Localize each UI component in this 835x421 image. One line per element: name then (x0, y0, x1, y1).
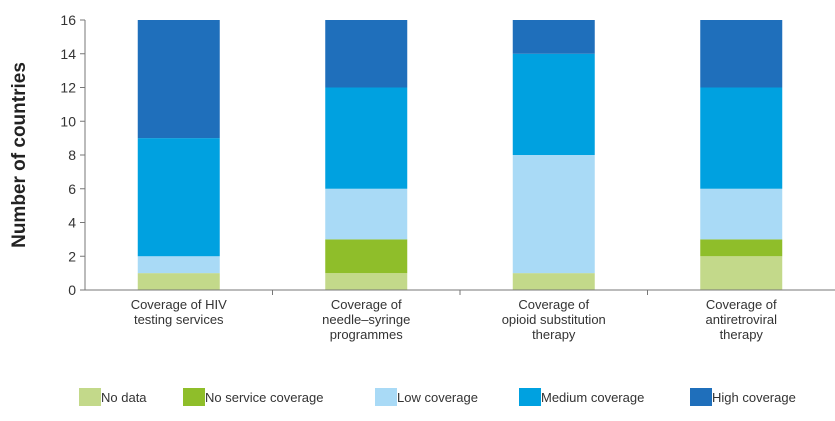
legend: No data No service coverage Low coverage Me… (79, 388, 796, 406)
legend-label: Low coverage (397, 390, 478, 405)
bar-segment (137, 256, 220, 274)
y-tick-label: 6 (68, 181, 76, 197)
bar-segment (512, 20, 595, 54)
y-tick-label: 16 (60, 12, 76, 28)
x-category-label: Coverage of (331, 297, 402, 312)
bar-segment (137, 138, 220, 257)
x-category-label: Coverage of HIV (131, 297, 227, 312)
bar-segment (700, 256, 783, 290)
x-category-label: programmes (330, 327, 403, 342)
x-category-label: therapy (720, 327, 764, 342)
y-tick-label: 8 (68, 147, 76, 163)
y-tick-label: 4 (68, 215, 76, 231)
y-axis: 0 2 4 6 8 10 12 14 16 (60, 12, 86, 298)
y-tick-label: 10 (60, 113, 76, 129)
y-tick-label: 14 (60, 46, 76, 62)
legend-label: Medium coverage (541, 390, 644, 405)
bar-segment (700, 239, 783, 257)
legend-label: High coverage (712, 390, 796, 405)
bar-segment (137, 273, 220, 290)
x-category-label: therapy (532, 327, 576, 342)
bar-segment (137, 20, 220, 139)
bar-segment (325, 273, 408, 290)
bar-segment (325, 20, 408, 88)
legend-swatch (519, 388, 541, 406)
bar-segment (325, 87, 408, 189)
x-category-label: opioid substitution (502, 312, 606, 327)
x-category-label: testing services (134, 312, 224, 327)
legend-swatch (183, 388, 205, 406)
legend-label: No service coverage (205, 390, 324, 405)
legend-swatch (375, 388, 397, 406)
bar-segment (512, 273, 595, 290)
bar-segment (700, 87, 783, 189)
bar-segment (325, 239, 408, 274)
bar-segment (700, 20, 783, 88)
bar-segment (325, 188, 408, 240)
x-category-label: needle–syringe (322, 312, 410, 327)
legend-swatch (690, 388, 712, 406)
x-category-label: antiretroviral (705, 312, 777, 327)
y-axis-title: Number of countries (9, 62, 30, 248)
bar-segment (512, 155, 595, 274)
bar-segment (512, 53, 595, 155)
y-tick-label: 0 (68, 282, 76, 298)
y-tick-label: 12 (60, 80, 76, 96)
x-category-label: Coverage of (518, 297, 589, 312)
bar-segment (700, 188, 783, 240)
legend-label: No data (101, 390, 147, 405)
legend-swatch (79, 388, 101, 406)
bars (137, 20, 783, 290)
x-category-label: Coverage of (706, 297, 777, 312)
y-tick-label: 2 (68, 248, 76, 264)
